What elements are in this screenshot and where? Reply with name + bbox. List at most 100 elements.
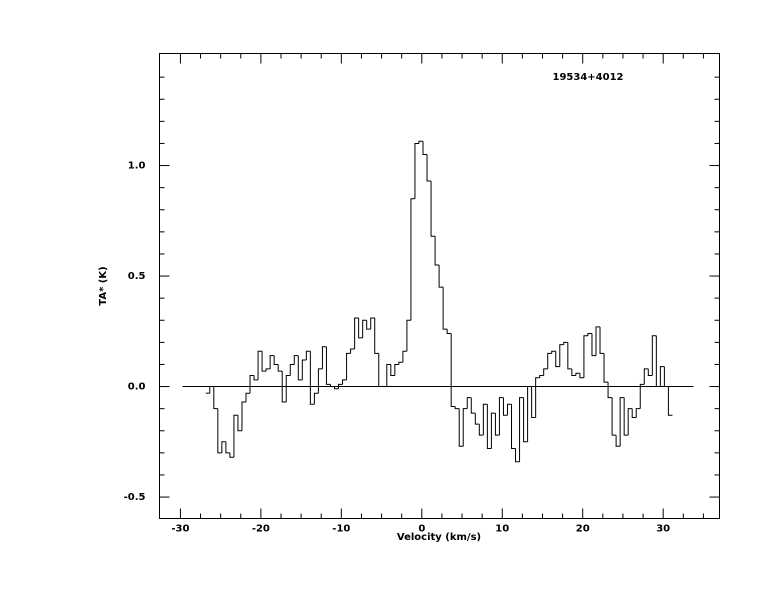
spectrum-step [213, 386, 218, 410]
spectrum-step [527, 386, 532, 442]
annotation: 19534+4012 [552, 72, 623, 83]
spectrum-step [474, 413, 480, 425]
spectrum-step [342, 379, 347, 385]
spectrum-step [334, 386, 339, 390]
spectrum-step [305, 350, 311, 361]
spectrum-step [293, 355, 299, 365]
spectrum-step [559, 344, 564, 367]
spectrum-step [229, 452, 234, 458]
y-tick-label: 0.0 [128, 382, 146, 393]
spectrum-step [539, 375, 544, 378]
spectrum-step [659, 366, 665, 387]
spectrum-step [515, 448, 520, 463]
spectrum-step [378, 353, 383, 388]
spectrum-step [418, 140, 424, 144]
spectrum-step [217, 408, 222, 454]
spectrum-step [325, 346, 331, 385]
spectrum-step [643, 368, 649, 385]
spectrum-step [297, 355, 303, 381]
y-tick-label: 1.0 [128, 161, 146, 172]
spectrum-step [390, 364, 395, 377]
spectrum-step [575, 372, 580, 376]
spectrum-step [490, 412, 496, 449]
spectrum-step [543, 368, 548, 376]
spectrum-step [462, 408, 468, 447]
spectrum-step [289, 363, 295, 376]
spectrum-step [446, 329, 452, 335]
spectrum-step [265, 368, 271, 372]
spectrum-step [394, 363, 399, 376]
spectrum-step [346, 352, 351, 380]
spectrum-step [309, 351, 315, 405]
spectrum-step [667, 386, 673, 416]
spectrum-step [535, 377, 540, 418]
spectrum-step [486, 404, 492, 449]
spectrum-step [639, 383, 645, 409]
spectrum-step [478, 424, 484, 436]
spectrum-step [511, 404, 516, 449]
y-axis-label: TA* (K) [98, 266, 109, 305]
spectrum-step [277, 364, 283, 372]
spectrum-step [398, 361, 403, 365]
spectrum-step [519, 397, 524, 462]
x-tick-label: -20 [252, 524, 270, 535]
spectrum-step [595, 326, 601, 356]
spectrum-step [442, 287, 448, 330]
spectrum-step [374, 318, 379, 354]
spectrum-step [591, 333, 596, 357]
spectrum-step [547, 352, 552, 369]
spectrum-step [209, 386, 214, 394]
spectrum-step [366, 320, 371, 330]
spectrum-step [257, 350, 263, 380]
spectrum-step [370, 317, 375, 330]
spectrum-step [458, 408, 464, 447]
spectrum-step [663, 366, 669, 388]
spectrum-step [422, 141, 428, 155]
spectrum-step [647, 368, 653, 377]
spectrum-step [454, 406, 460, 410]
spectrum-step [386, 363, 391, 387]
y-tick-label: -0.5 [124, 492, 146, 503]
spectrum-step [338, 383, 343, 389]
x-tick-label: 10 [495, 524, 509, 535]
spectrum-step [611, 397, 617, 436]
plot-frame [159, 53, 720, 519]
spectrum-step [619, 397, 625, 447]
spectrum-step [450, 333, 456, 407]
spectrum-step [350, 348, 355, 354]
y-tick-label: 0.5 [128, 271, 146, 282]
spectrum-step [583, 335, 588, 378]
spectrum-step [410, 198, 415, 321]
spectrum-step [579, 373, 584, 379]
x-tick-label: -10 [332, 524, 350, 535]
spectrum-step [362, 319, 367, 338]
spectrum-step [631, 408, 637, 418]
spectrum-step [221, 441, 226, 453]
spectrum-step [354, 317, 359, 349]
spectrum-step [313, 392, 319, 405]
spectrum-step [470, 397, 476, 414]
spectrum-step [498, 397, 504, 436]
x-tick-label: 0 [418, 524, 425, 535]
spectrum-step [426, 154, 432, 182]
spectrum-step [317, 368, 323, 394]
spectrum-step [237, 415, 242, 432]
spectrum-step [406, 319, 411, 352]
spectrum-step [567, 342, 572, 370]
spectrum-step [301, 359, 307, 380]
spectrum-step [607, 382, 613, 399]
spectrum-step [241, 401, 246, 431]
spectrum-step [635, 408, 641, 418]
spectrum-step [563, 341, 568, 345]
spectrum-step [233, 414, 238, 458]
spectrum-step [615, 435, 621, 447]
spectrum-step [571, 368, 576, 377]
spectrum-step [273, 355, 279, 365]
spectrum-step [551, 350, 556, 354]
spectrum-step [494, 413, 500, 436]
x-tick-label: -30 [171, 524, 189, 535]
spectrum-step [225, 441, 230, 454]
spectrum-step [531, 386, 536, 418]
spectrum-step [358, 318, 363, 339]
spectrum-step [261, 351, 267, 372]
